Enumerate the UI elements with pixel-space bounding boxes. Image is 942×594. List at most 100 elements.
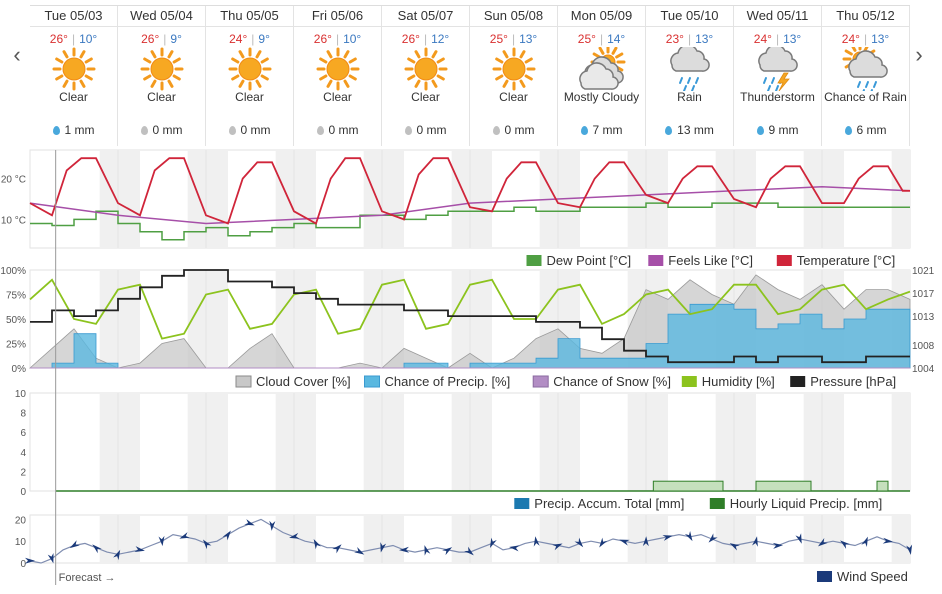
day-temperatures: 26° | 10° [294,32,381,47]
y-tick-label: 8 [20,409,26,420]
daily-precip: 7 mm [558,123,645,137]
humidity-line [29,278,911,340]
legend-swatch [526,255,542,266]
night-band [99,150,140,248]
legend-label: Temperature [°C] [797,253,895,268]
day-temperatures: 25° | 13° [470,32,557,47]
y-tick-label: 2 [20,467,26,478]
legend-label: Dew Point [°C] [547,253,632,268]
high-temp: 26° [401,32,420,46]
day-column[interactable]: Thu 05/12 24° | 13° Chance of Rain 6 mm [822,6,910,146]
day-date: Fri 05/06 [294,6,381,27]
night-band [99,270,140,368]
wind-arrow-icon [399,546,410,553]
day-column[interactable]: Mon 05/09 25° | 14° Mostly Cloudy 7 mm [558,6,646,146]
wind-arrow-icon [729,543,740,551]
wind-arrow-icon [202,539,212,550]
night-band [539,393,580,491]
day-column[interactable]: Tue 05/10 23° | 13° Rain 13 mm [646,6,734,146]
day-date: Tue 05/10 [646,6,733,27]
raindrop-icon [316,126,324,135]
temp-separator: | [687,32,692,46]
condition-label: Clear [147,90,176,104]
temp-separator: | [163,32,167,46]
wind-arrow-icon [332,544,342,554]
condition-label: Clear [59,90,88,104]
day-date: Mon 05/09 [558,6,645,27]
legend-label: Humidity [%] [702,374,775,389]
wind-arrow-icon [574,537,584,548]
wind-arrow-icon [533,536,540,547]
temp-separator: | [863,32,868,46]
chevron-right-icon: › [915,42,923,67]
day-date: Thu 05/12 [822,6,909,27]
forecast-label: Forecast → [59,572,116,584]
low-temp: 10° [79,32,98,46]
precip-amount: 1 mm [64,123,95,137]
precip-amount: 0 mm [152,123,183,137]
wind-arrow-icon [817,538,828,547]
night-band [187,270,228,368]
wind-arrow-icon [599,537,608,548]
temp-separator: | [775,32,780,46]
wind-arrow-icon [92,544,102,554]
legend-swatch [776,255,792,266]
night-band [803,150,844,248]
night-band [891,393,910,491]
legend-label: Pressure [hPa] [810,374,896,389]
night-band [187,393,228,491]
daily-precip: 9 mm [734,123,821,137]
wind-arrow-icon [642,536,649,547]
wind-arrow-icon [134,546,145,552]
day-date: Tue 05/03 [30,6,117,27]
legend-swatch [681,376,697,387]
legend-swatch [364,375,380,388]
wind-arrow-icon [489,537,497,548]
wind-arrow-icon [861,536,868,547]
day-column[interactable]: Thu 05/05 24° | 9° Clear 0 mm [206,6,294,146]
day-temperatures: 25° | 14° [558,32,645,47]
day-column[interactable]: Wed 05/04 26° | 9° Clear 0 mm [118,6,206,146]
raindrop-icon [228,126,236,135]
day-column[interactable]: Fri 05/06 26° | 10° Clear 0 mm [294,6,382,146]
wind-arrow-icon [882,537,893,544]
day-column[interactable]: Tue 05/03 26° | 10° Clear 1 mm [30,6,118,146]
wind-arrow-icon [313,538,321,550]
wind-arrow-icon [662,535,673,541]
y-tick-label-right: 1017 [912,289,935,300]
condition-label: Clear [323,90,352,104]
night-band [99,393,140,491]
high-temp: 24° [753,32,772,46]
condition-label: Thunderstorm [740,90,815,104]
precip-amount: 13 mm [677,123,714,137]
y-tick-label: 75% [6,291,26,302]
day-date: Sun 05/08 [470,6,557,27]
day-column[interactable]: Wed 05/11 24° | 13° Thunderstorm 9 mm [734,6,822,146]
wind-arrow-icon [752,536,758,547]
legend-label: Feels Like [°C] [668,253,753,268]
day-column[interactable]: Sat 05/07 26° | 12° Clear 0 mm [382,6,470,146]
y-tick-label: 100% [0,266,26,277]
legend-label: Chance of Precip. [%] [385,374,511,389]
night-band [627,393,668,491]
y-tick-label: 0 [20,487,26,498]
high-temp: 26° [313,32,332,46]
day-temperatures: 24° | 13° [734,32,821,47]
wind-arrow-icon [289,532,300,539]
wind-arrow-icon [552,543,563,551]
night-band [363,393,404,491]
legend-swatch [514,498,530,509]
y-tick-label: 25% [6,340,26,351]
day-column[interactable]: Sun 05/08 25° | 13° Clear 0 mm [470,6,558,146]
sun-icon [404,47,447,91]
wind-arrow-icon [840,540,850,549]
legend-label: Hourly Liquid Precip. [mm] [730,496,882,511]
prev-days-arrow[interactable]: ‹ [8,42,26,68]
low-temp: 13° [871,32,890,46]
night-band [363,150,404,248]
chance-of-rain-icon [842,47,888,91]
day-temperatures: 26° | 9° [118,32,205,47]
next-days-arrow[interactable]: › [910,42,928,68]
rain-icon [669,47,710,91]
condition-label: Clear [499,90,528,104]
